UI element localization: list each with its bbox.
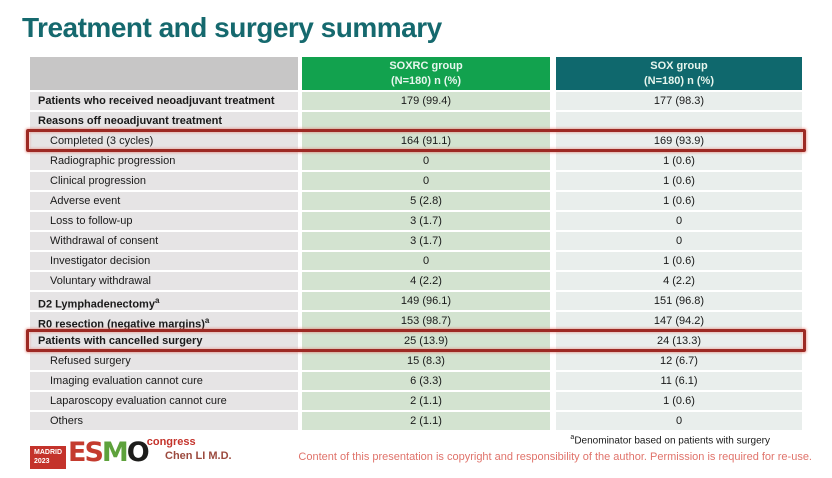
row-label: Others [30,412,298,430]
soxrc-value: 2 (1.1) [302,412,550,430]
sox-value: 1 (0.6) [556,172,802,190]
sox-value: 1 (0.6) [556,392,802,410]
esmo-letter: M [101,437,129,468]
soxrc-value: 0 [302,172,550,190]
soxrc-value: 3 (1.7) [302,212,550,230]
table-row: Reasons off neoadjuvant treatment [30,112,802,130]
logo-venue-city: MADRID [34,449,62,456]
table-row: Laparoscopy evaluation cannot cure 2 (1.1… [30,392,802,410]
madrid-2023-badge: MADRID 2023 [30,446,66,469]
row-label: Completed (3 cycles) [30,132,298,150]
header-cell-sox-group: SOX group (N=180) n (%) [556,57,802,90]
row-label: Laparoscopy evaluation cannot cure [30,392,298,410]
row-label: D2 Lymphadenectomya [30,292,298,310]
sox-value: 169 (93.9) [556,132,802,150]
sox-value: 1 (0.6) [556,192,802,210]
summary-table: SOXRC group (N=180) n (%) SOX group (N=1… [26,57,806,432]
soxrc-value: 164 (91.1) [302,132,550,150]
table-body: Patients who received neoadjuvant treatm… [26,92,806,430]
soxrc-value: 6 (3.3) [302,372,550,390]
table-row: Imaging evaluation cannot cure 6 (3.3) 11 … [30,372,802,390]
soxrc-value: 153 (98.7) [302,312,550,330]
footnote-superscript: a [570,434,575,441]
sox-value: 1 (0.6) [556,152,802,170]
sox-value: 151 (96.8) [556,292,802,310]
soxrc-group-name: SOXRC group [389,59,463,72]
esmo-letter: S [84,437,104,468]
sox-value: 0 [556,412,802,430]
row-label: Reasons off neoadjuvant treatment [30,112,298,130]
table-row: Patients who received neoadjuvant treatm… [30,92,802,110]
table-row: Radiographic progression 0 1 (0.6) [30,152,802,170]
row-label-superscript: a [204,316,210,325]
table-row: Clinical progression 0 1 (0.6) [30,172,802,190]
table-footnote: aDenominator based on patients with surg… [570,434,770,446]
soxrc-value: 15 (8.3) [302,352,550,370]
row-label-superscript: a [154,296,160,305]
table-row: Investigator decision 0 1 (0.6) [30,252,802,270]
soxrc-value: 2 (1.1) [302,392,550,410]
row-label: Withdrawal of consent [30,232,298,250]
sox-value: 0 [556,232,802,250]
sox-group-sub: (N=180) n (%) [644,74,714,87]
copyright-notice: Content of this presentation is copyrigh… [298,451,812,463]
table-row: Refused surgery 15 (8.3) 12 (6.7) [30,352,802,370]
soxrc-group-sub: (N=180) n (%) [391,74,461,87]
soxrc-value: 179 (99.4) [302,92,550,110]
table-row: R0 resection (negative margins)a 153 (98.… [30,312,802,330]
soxrc-value: 3 (1.7) [302,232,550,250]
table-row: Adverse event 5 (2.8) 1 (0.6) [30,192,802,210]
header-cell-soxrc-group: SOXRC group (N=180) n (%) [302,57,550,90]
row-label: Patients who received neoadjuvant treatm… [30,92,298,110]
soxrc-value: 4 (2.2) [302,272,550,290]
soxrc-value [302,112,550,130]
table-row: Others 2 (1.1) 0 [30,412,802,430]
sox-value: 0 [556,212,802,230]
author-credit: Chen LI M.D. [165,450,232,462]
sox-value: 24 (13.3) [556,332,802,350]
sox-value: 177 (98.3) [556,92,802,110]
soxrc-value: 5 (2.8) [302,192,550,210]
sox-value [556,112,802,130]
esmo-letter: O [126,437,150,468]
congress-label: congress [146,436,196,448]
soxrc-value: 149 (96.1) [302,292,550,310]
footnote-text: Denominator based on patients with surge… [574,435,770,447]
sox-group-name: SOX group [650,59,708,72]
esmo-congress-logo: MADRID 2023 ESMO congress [30,436,196,469]
row-label: Imaging evaluation cannot cure [30,372,298,390]
table-row: Withdrawal of consent 3 (1.7) 0 [30,232,802,250]
sox-value: 4 (2.2) [556,272,802,290]
sox-value: 1 (0.6) [556,252,802,270]
soxrc-value: 0 [302,152,550,170]
row-label: Clinical progression [30,172,298,190]
table-header-row: SOXRC group (N=180) n (%) SOX group (N=1… [30,57,802,90]
row-label: Radiographic progression [30,152,298,170]
row-label: Loss to follow-up [30,212,298,230]
table-row: Loss to follow-up 3 (1.7) 0 [30,212,802,230]
sox-value: 11 (6.1) [556,372,802,390]
row-label: R0 resection (negative margins)a [30,312,298,330]
header-cell-empty [30,57,298,90]
row-label: Patients with cancelled surgery [30,332,298,350]
esmo-letter: E [68,437,87,468]
esmo-wordmark: ESMO [68,437,150,468]
table-row: Completed (3 cycles) 164 (91.1) 169 (93.9) [26,129,806,152]
sox-value: 12 (6.7) [556,352,802,370]
row-label: Adverse event [30,192,298,210]
soxrc-value: 0 [302,252,550,270]
row-label: Refused surgery [30,352,298,370]
logo-venue-year: 2023 [34,457,50,465]
table-row: Voluntary withdrawal 4 (2.2) 4 (2.2) [30,272,802,290]
table-row: D2 Lymphadenectomya 149 (96.1) 151 (96.8) [30,292,802,310]
row-label: Investigator decision [30,252,298,270]
sox-value: 147 (94.2) [556,312,802,330]
row-label: Voluntary withdrawal [30,272,298,290]
table-row: Patients with cancelled surgery 25 (13.9)… [26,329,806,352]
soxrc-value: 25 (13.9) [302,332,550,350]
page-title: Treatment and surgery summary [22,12,442,43]
